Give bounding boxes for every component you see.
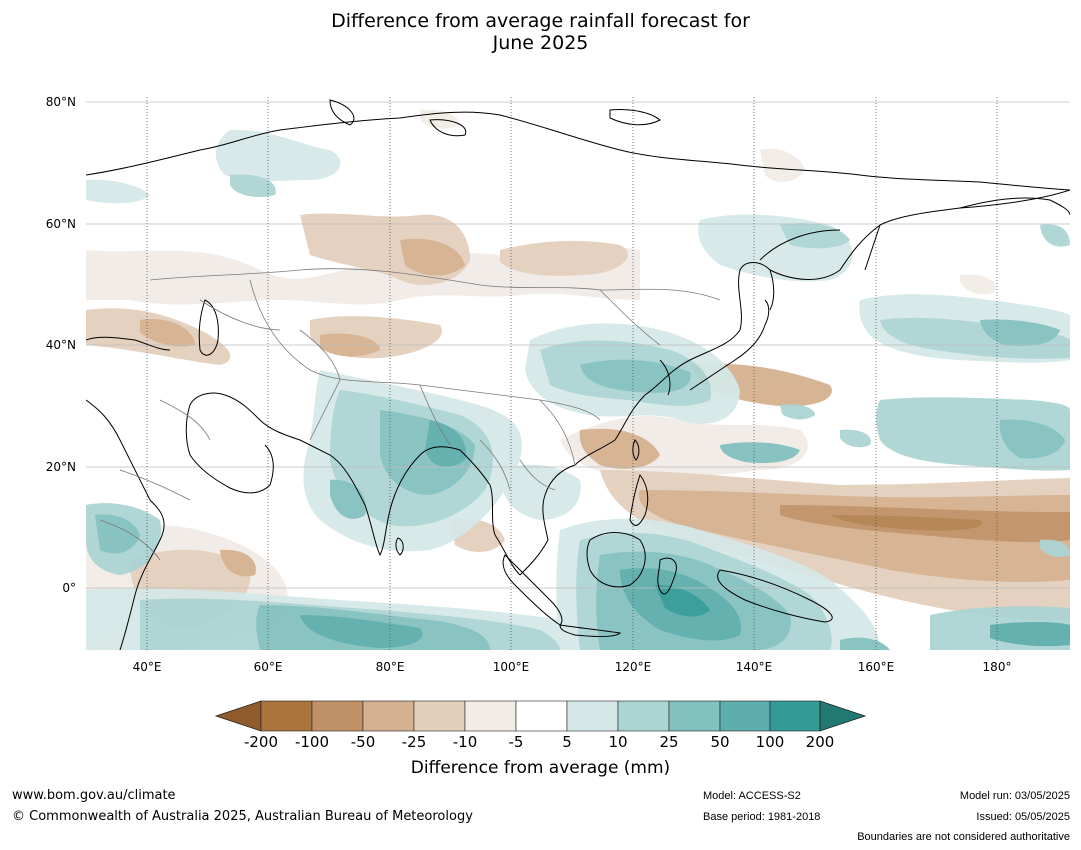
colorbar-tick: -25 bbox=[401, 733, 427, 751]
boundaries-disclaimer: Boundaries are not considered authoritat… bbox=[857, 831, 1070, 843]
colorbar-tick: -100 bbox=[294, 733, 330, 751]
model-run-date: Model run: 03/05/2025 bbox=[959, 790, 1070, 802]
colorbar-bin bbox=[260, 700, 313, 732]
colorbar-tick: 100 bbox=[755, 733, 785, 751]
lon-label-40e: 40°E bbox=[132, 660, 162, 674]
lon-label-60e: 60°E bbox=[253, 660, 283, 674]
colorbar-label: Difference from average (mm) bbox=[410, 758, 671, 778]
rainfall-map bbox=[86, 97, 1070, 650]
title-line-2: June 2025 bbox=[492, 32, 589, 54]
title-line-1: Difference from average rainfall forecas… bbox=[331, 10, 750, 32]
colorbar-extend-high bbox=[819, 700, 867, 732]
colorbar-tick: 50 bbox=[710, 733, 730, 751]
copyright-text: © Commonwealth of Australia 2025, Austra… bbox=[12, 809, 473, 824]
meridians bbox=[146, 97, 998, 650]
colorbar-bin bbox=[668, 700, 721, 732]
lon-label-180: 180° bbox=[982, 660, 1012, 674]
base-period: Base period: 1981-2018 bbox=[703, 811, 821, 823]
colorbar-bin bbox=[464, 700, 517, 732]
colorbar-tick: -200 bbox=[243, 733, 279, 751]
wet-anomalies bbox=[86, 129, 1070, 650]
colorbar-tick: -5 bbox=[508, 733, 524, 751]
colorbar-tick: 10 bbox=[608, 733, 628, 751]
lat-label-0: 0° bbox=[62, 581, 76, 595]
lat-label-40n: 40°N bbox=[45, 338, 76, 352]
dry-anomalies bbox=[86, 109, 1070, 650]
graticule bbox=[86, 101, 1070, 589]
lon-label-100e: 100°E bbox=[492, 660, 530, 674]
coastlines bbox=[86, 99, 1070, 650]
country-borders bbox=[99, 268, 721, 561]
colorbar-extend-low bbox=[214, 700, 262, 732]
colorbar-bin bbox=[769, 700, 821, 732]
lon-label-80e: 80°E bbox=[375, 660, 405, 674]
colorbar-bin bbox=[311, 700, 364, 732]
model-name: Model: ACCESS-S2 bbox=[703, 790, 801, 802]
lat-label-20n: 20°N bbox=[45, 460, 76, 474]
colorbar-bin bbox=[566, 700, 619, 732]
lon-label-140e: 140°E bbox=[735, 660, 773, 674]
anomaly-fields bbox=[86, 109, 1070, 650]
colorbar bbox=[214, 700, 867, 732]
lon-label-160e: 160°E bbox=[857, 660, 895, 674]
colorbar-tick: -50 bbox=[350, 733, 376, 751]
colorbar-tick: 25 bbox=[659, 733, 679, 751]
colorbar-tick: 200 bbox=[805, 733, 835, 751]
colorbar-bin bbox=[362, 700, 415, 732]
colorbar-tick: 5 bbox=[562, 733, 572, 751]
lon-label-120e: 120°E bbox=[614, 660, 652, 674]
colorbar-tick: -10 bbox=[452, 733, 478, 751]
chart-title: Difference from average rainfall forecas… bbox=[0, 10, 1081, 54]
lat-label-60n: 60°N bbox=[45, 217, 76, 231]
colorbar-bin bbox=[617, 700, 670, 732]
colorbar-bin bbox=[515, 700, 568, 732]
issued-date: Issued: 05/05/2025 bbox=[976, 811, 1070, 823]
website-link[interactable]: www.bom.gov.au/climate bbox=[12, 788, 176, 803]
colorbar-bin bbox=[719, 700, 771, 732]
colorbar-bin bbox=[413, 700, 466, 732]
lat-label-80n: 80°N bbox=[45, 95, 76, 109]
